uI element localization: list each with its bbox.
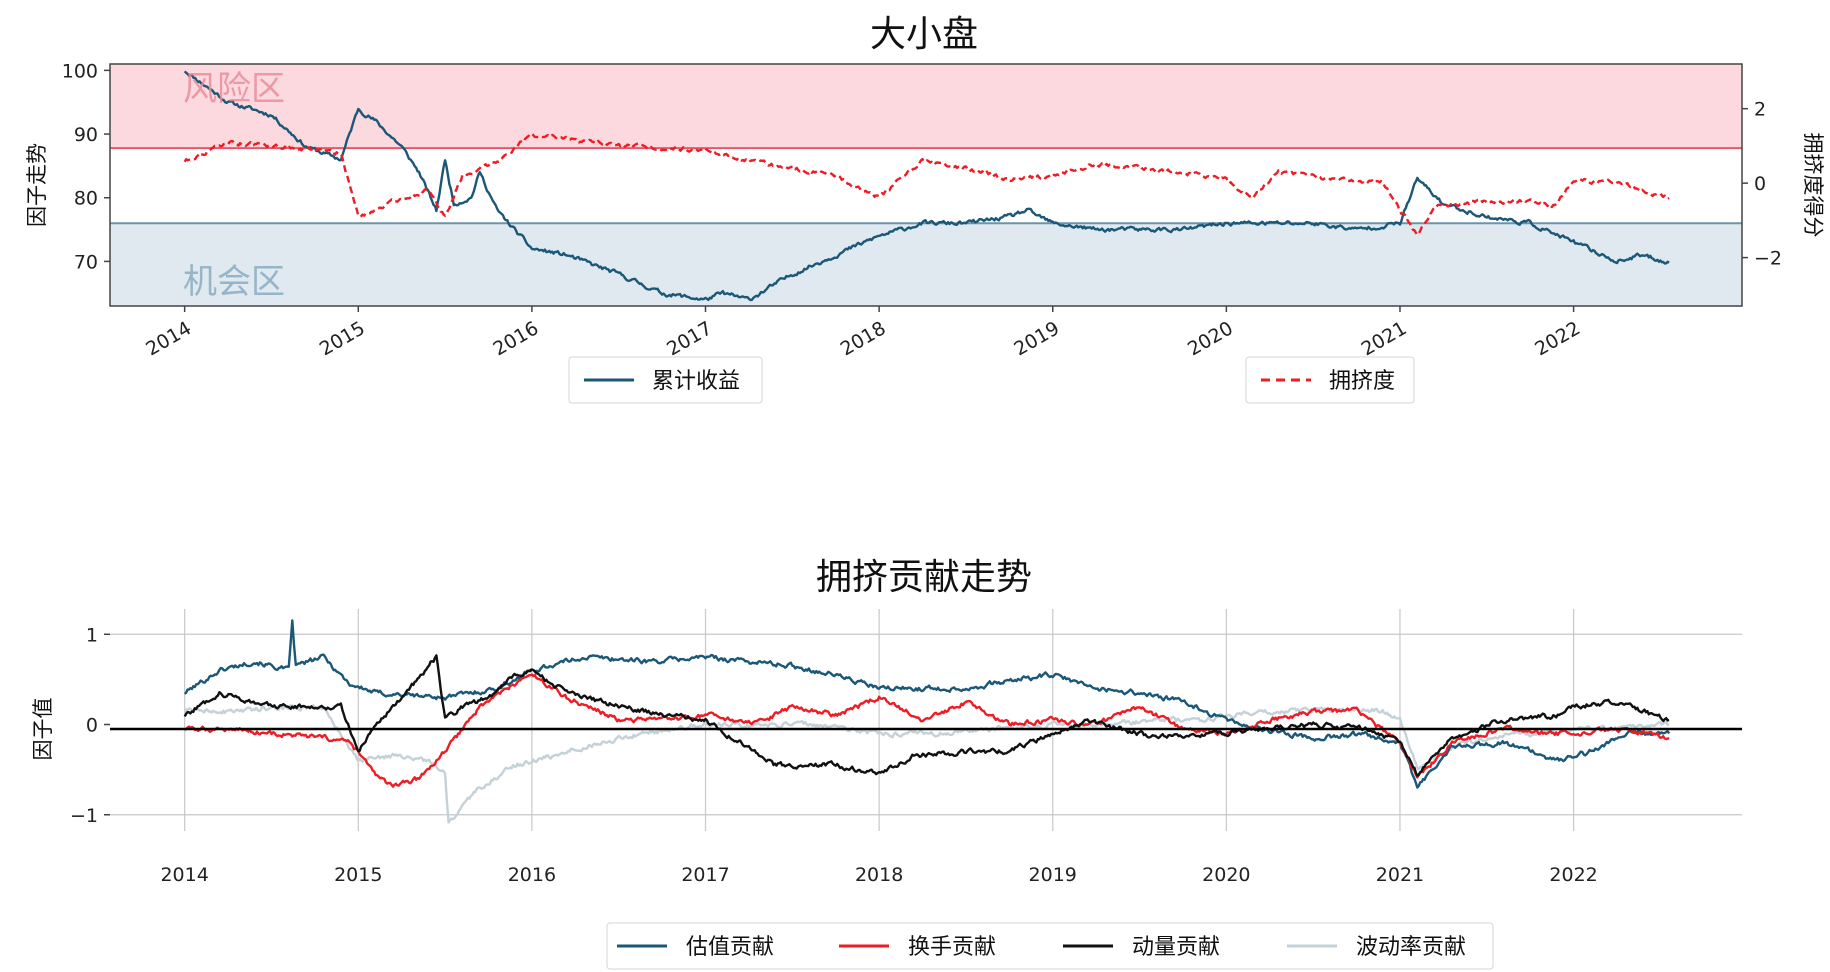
- top-ytick-label: 90: [74, 124, 98, 146]
- zone-label-opportunity: 机会区: [183, 262, 285, 302]
- bottom-series: [183, 619, 1671, 824]
- bottom-series-2: [183, 654, 1670, 777]
- legend-crowding: 拥挤度: [1245, 356, 1415, 404]
- legend-label-momentum: 动量贡献: [1132, 935, 1220, 960]
- chart-top-ylabel: 因子走势: [25, 143, 49, 227]
- bottom-ytick-label: 0: [86, 715, 98, 737]
- zone-band-1: [110, 223, 1742, 306]
- legend-cumulative: 累计收益: [568, 356, 763, 404]
- top-ytick-label: 80: [74, 188, 98, 210]
- chart-bottom-title: 拥挤贡献走势: [816, 557, 1032, 598]
- top-series-1: [183, 132, 1670, 237]
- bottom-series-0: [184, 619, 1671, 789]
- top-ytick-right-label: 0: [1754, 173, 1766, 195]
- chart-bottom: 拥挤贡献走势 −1 0 1 2014 2015 2016 2017 2018 2019 2020…: [31, 557, 1742, 970]
- top-ytick-label: 70: [74, 251, 98, 273]
- bottom-ytick-label: 1: [86, 624, 98, 646]
- legend-bottom: 估值贡献 换手贡献 动量贡献 波动率贡献: [606, 922, 1494, 970]
- chart-top-frame: [109, 63, 1743, 307]
- bottom-ytick-label: −1: [70, 805, 98, 827]
- bottom-xtick-label: 2016: [508, 864, 556, 886]
- top-series: [183, 70, 1670, 302]
- bottom-xtick-label: 2019: [1029, 864, 1077, 886]
- chart-top-title: 大小盘: [870, 14, 978, 55]
- bottom-xtick-label: 2022: [1549, 864, 1597, 886]
- top-ytick-right-label: −2: [1754, 248, 1782, 270]
- bottom-xtick-label: 2021: [1376, 864, 1424, 886]
- top-ytick-label: 100: [62, 60, 98, 82]
- bottom-xtick-label: 2018: [855, 864, 903, 886]
- bottom-xtick-label: 2020: [1202, 864, 1250, 886]
- top-right-ticks: −2 0 2: [1742, 99, 1782, 270]
- bottom-xtick-label: 2015: [334, 864, 382, 886]
- legend-label-volatility: 波动率贡献: [1356, 935, 1466, 960]
- legend-label-turnover: 换手贡献: [908, 935, 996, 960]
- top-left-ticks: 70 80 90 100: [62, 60, 110, 273]
- zone-band-0: [110, 64, 1742, 149]
- bottom-yticks: −1 0 1: [70, 624, 110, 827]
- zone-label-risk: 风险区: [183, 69, 285, 109]
- legend-label-crowding: 拥挤度: [1329, 369, 1395, 394]
- chart-bottom-ylabel: 因子值: [31, 698, 55, 761]
- bottom-xtick-label: 2014: [160, 864, 208, 886]
- legend-label-valuation: 估值贡献: [686, 935, 774, 960]
- bottom-xticks: 2014 2015 2016 2017 2018 2019 2020 2021 2022: [160, 864, 1597, 886]
- bottom-xtick-label: 2017: [681, 864, 729, 886]
- chart-top-ylabel-right: 拥挤度得分: [1801, 133, 1825, 238]
- legend-label-cumulative: 累计收益: [652, 369, 740, 394]
- bottom-grid: [110, 609, 1742, 831]
- top-ytick-right-label: 2: [1754, 99, 1766, 121]
